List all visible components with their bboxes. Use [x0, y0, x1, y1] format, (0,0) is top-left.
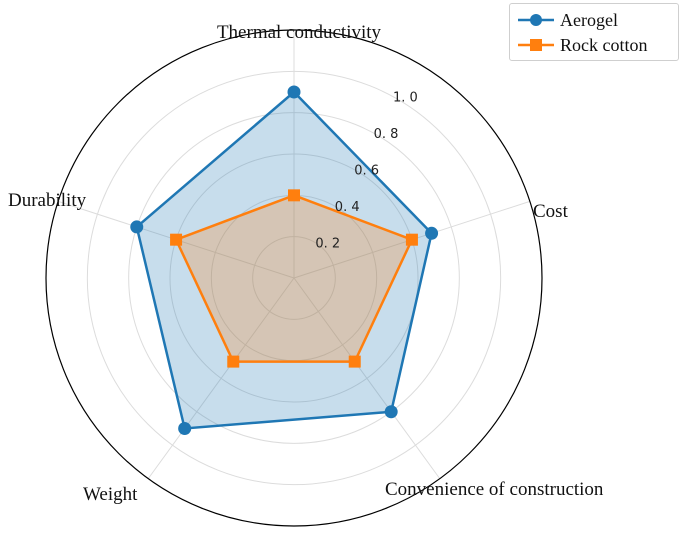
radial-tick-label: 1. 0	[393, 91, 418, 106]
point-rock-cotton-thermal-conductivity	[288, 189, 300, 202]
point-rock-cotton-cost	[405, 233, 418, 246]
axis-label-durability: Durability	[8, 190, 87, 211]
point-aerogel-durability	[130, 220, 144, 234]
legend-label-aerogel: Aerogel	[560, 9, 618, 30]
spoke-convenience-of-construction	[293, 277, 441, 479]
axis-label-thermal-conductivity: Thermal conductivity	[217, 22, 382, 43]
axis-label-convenience-of-construction: Convenience of construction	[385, 479, 604, 500]
legend: Aerogel Rock cotton	[509, 3, 679, 61]
point-rock-cotton-convenience-of-construction	[348, 355, 361, 368]
series-aerogel-area	[135, 90, 433, 430]
point-aerogel-thermal-conductivity	[287, 85, 301, 99]
axis-label-weight: Weight	[83, 484, 138, 505]
axis-label-cost: Cost	[533, 201, 569, 222]
radial-tick-label: 0. 4	[335, 200, 360, 215]
radial-tick-label: 0. 8	[374, 127, 399, 142]
spoke-weight	[147, 277, 295, 479]
radial-tick-label: 0. 2	[315, 237, 340, 252]
point-rock-cotton-durability	[170, 233, 183, 246]
point-aerogel-convenience-of-construction	[384, 405, 398, 419]
legend-item-rock-cotton: Rock cotton	[518, 33, 648, 57]
radial-tick-label: 0. 6	[354, 164, 379, 179]
legend-label-rock-cotton: Rock cotton	[560, 34, 648, 55]
legend-marker-rock-cotton	[518, 39, 554, 51]
point-aerogel-cost	[425, 226, 439, 240]
legend-marker-aerogel	[518, 14, 554, 26]
outer-frame	[45, 29, 543, 527]
series-rock-cotton-area	[174, 193, 414, 363]
point-rock-cotton-weight	[227, 355, 240, 368]
legend-item-aerogel: Aerogel	[518, 8, 618, 32]
point-aerogel-weight	[178, 421, 192, 435]
